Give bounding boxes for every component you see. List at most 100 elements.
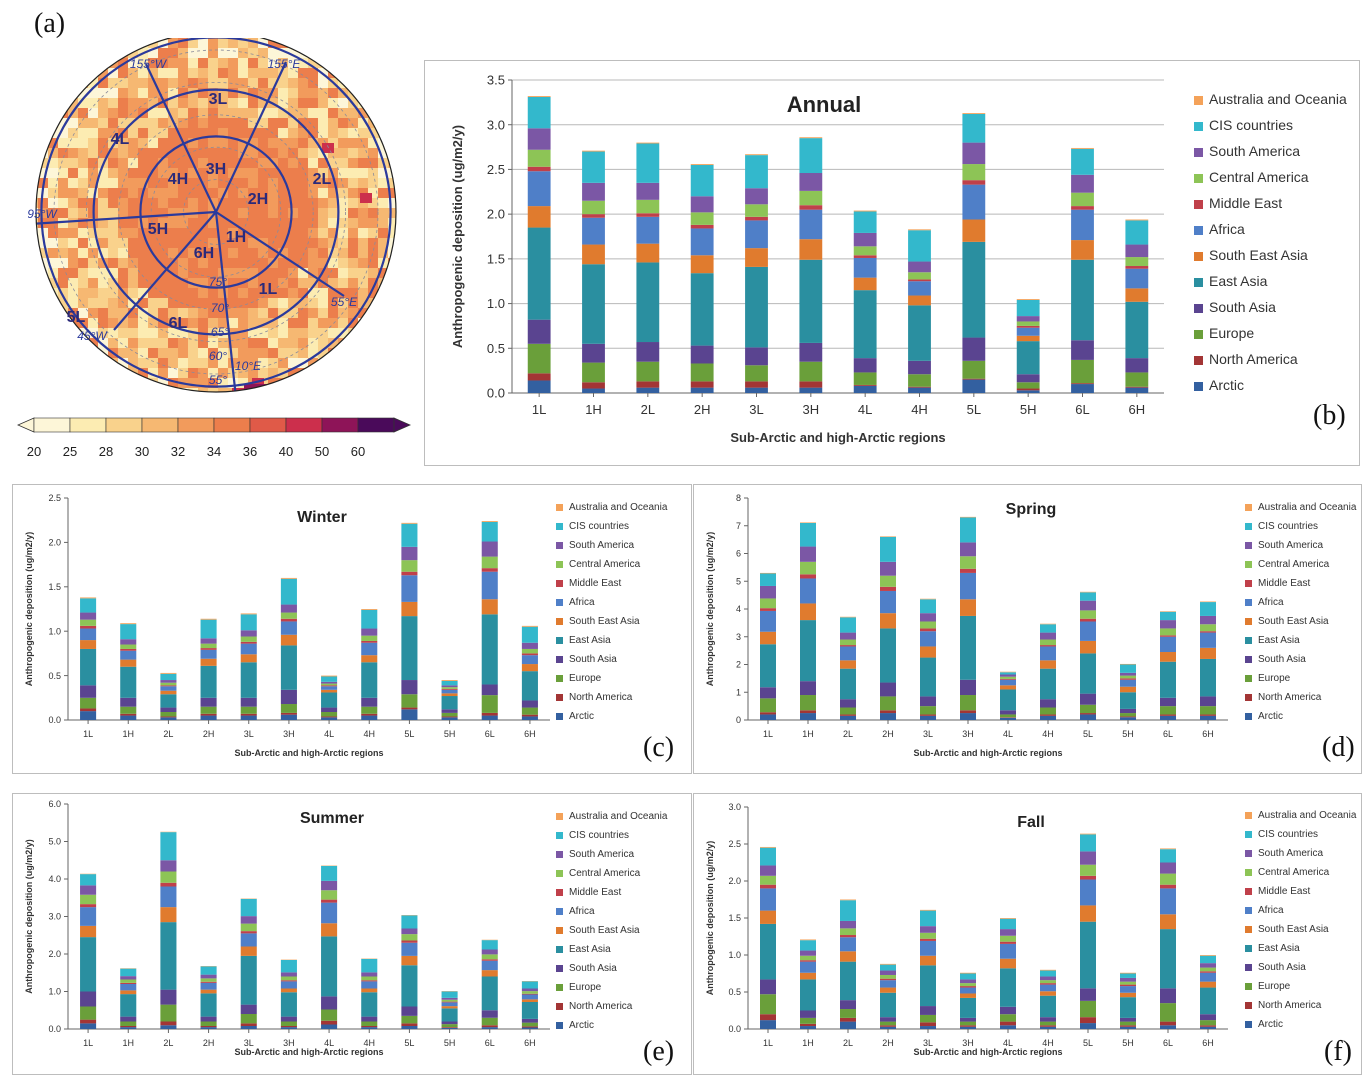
- map-cell: [288, 348, 298, 358]
- bar-segment-central-america: [1016, 321, 1040, 326]
- map-cell: [368, 128, 378, 138]
- bar-segment-south-america: [880, 970, 896, 975]
- map-cell: [88, 288, 98, 298]
- bar-segment-south-east-asia: [80, 925, 97, 938]
- bar-segment-australia-and-oceania: [280, 577, 297, 579]
- bar-segment-east-asia: [880, 992, 896, 1018]
- map-cell: [138, 238, 148, 248]
- map-cell: [308, 148, 318, 158]
- bar-segment-south-america: [120, 976, 137, 980]
- bar-segment-middle-east: [962, 180, 986, 185]
- map-cell: [198, 98, 208, 108]
- map-cell: [278, 128, 288, 138]
- map-cell: [388, 398, 398, 408]
- map-cell: [188, 358, 198, 368]
- colorbar-bin: [177, 417, 215, 433]
- bar-segment-east-asia: [1200, 658, 1216, 697]
- map-cell: [68, 178, 78, 188]
- map-cell: [338, 238, 348, 248]
- map-cell: [178, 108, 188, 118]
- map-cell: [328, 218, 338, 228]
- bar-segment-australia-and-oceania: [908, 229, 931, 231]
- bar-segment-australia-and-oceania: [1120, 663, 1136, 665]
- map-cell: [398, 48, 408, 58]
- bar-segment-cis-countries: [840, 617, 856, 633]
- legend-label: East Asia: [1258, 943, 1300, 954]
- region-label: 4L: [111, 131, 130, 148]
- map-cell: [68, 388, 78, 392]
- map-cell: [158, 338, 168, 348]
- bar-segment-north-america: [1120, 716, 1136, 718]
- bar-segment-arctic: [1000, 717, 1016, 720]
- map-cell: [388, 118, 396, 128]
- map-cell: [188, 178, 198, 188]
- bar-segment-south-asia: [908, 360, 931, 375]
- bar-segment-africa: [441, 689, 458, 694]
- map-cell: [36, 118, 38, 128]
- map-cell: [198, 268, 208, 278]
- map-cell: [138, 398, 148, 408]
- map-cell: [188, 398, 198, 408]
- bar-segment-east-asia: [960, 615, 976, 680]
- map-cell: [368, 338, 378, 348]
- map-cell: [308, 268, 318, 278]
- map-cell: [158, 158, 168, 168]
- map-cell: [118, 238, 128, 248]
- map-cell: [178, 228, 188, 238]
- bar-segment-east-asia: [1071, 259, 1094, 341]
- bar-segment-south-asia: [240, 1004, 257, 1014]
- map-cell: [58, 188, 68, 198]
- map-cell: [138, 338, 148, 348]
- legend-label: CIS countries: [569, 521, 629, 532]
- map-cell: [208, 238, 218, 248]
- map-cell: [348, 48, 358, 58]
- map-cell: [298, 208, 308, 218]
- map-cell: [58, 338, 68, 348]
- map-cell: [88, 38, 98, 48]
- bar-segment-central-america: [582, 200, 605, 215]
- bar-segment-europe: [401, 1015, 418, 1024]
- map-cell: [128, 268, 138, 278]
- legend-swatch: [556, 965, 563, 972]
- bar-segment-australia-and-oceania: [1160, 611, 1176, 612]
- map-cell: [278, 68, 288, 78]
- bar-segment-east-asia: [800, 620, 816, 682]
- map-cell: [398, 38, 408, 48]
- map-cell: [238, 368, 248, 378]
- map-cell: [38, 348, 48, 358]
- bar-segment-arctic: [840, 715, 856, 720]
- map-cell: [38, 88, 48, 98]
- map-border: [35, 38, 397, 393]
- map-cell: [368, 88, 378, 98]
- map-cell: [238, 128, 248, 138]
- legend-label: East Asia: [569, 944, 611, 955]
- bar-segment-middle-east: [481, 959, 498, 961]
- bar-segment-central-america: [441, 687, 458, 689]
- map-cell: [98, 308, 108, 318]
- map-cell: [128, 238, 138, 248]
- bar-segment-north-america: [799, 381, 823, 388]
- map-cell: [148, 168, 158, 178]
- map-cell: [128, 228, 138, 238]
- bar-segment-south-east-asia: [1200, 981, 1216, 988]
- map-cell: [298, 158, 308, 168]
- bar-segment-middle-east: [280, 618, 297, 622]
- map-cell: [158, 168, 168, 178]
- bar-segment-africa: [120, 984, 137, 991]
- map-cell: [158, 58, 168, 68]
- map-cell: [38, 38, 48, 48]
- map-cell: [408, 398, 418, 408]
- map-cell: [178, 268, 188, 278]
- map-cell: [308, 408, 318, 412]
- legend-label: Central America: [569, 868, 641, 879]
- region-boundary-line: [36, 210, 217, 226]
- map-cell: [248, 338, 258, 348]
- legend-swatch: [1245, 1021, 1252, 1028]
- bar-segment-arctic: [321, 1024, 338, 1029]
- map-cell: [48, 258, 58, 268]
- y-axis-label: Anthropogenic deposition (ug/m2/y): [24, 839, 34, 994]
- map-cell: [228, 178, 238, 188]
- map-cell: [198, 218, 208, 228]
- bar-segment-europe: [920, 1014, 936, 1023]
- map-cell: [258, 58, 268, 68]
